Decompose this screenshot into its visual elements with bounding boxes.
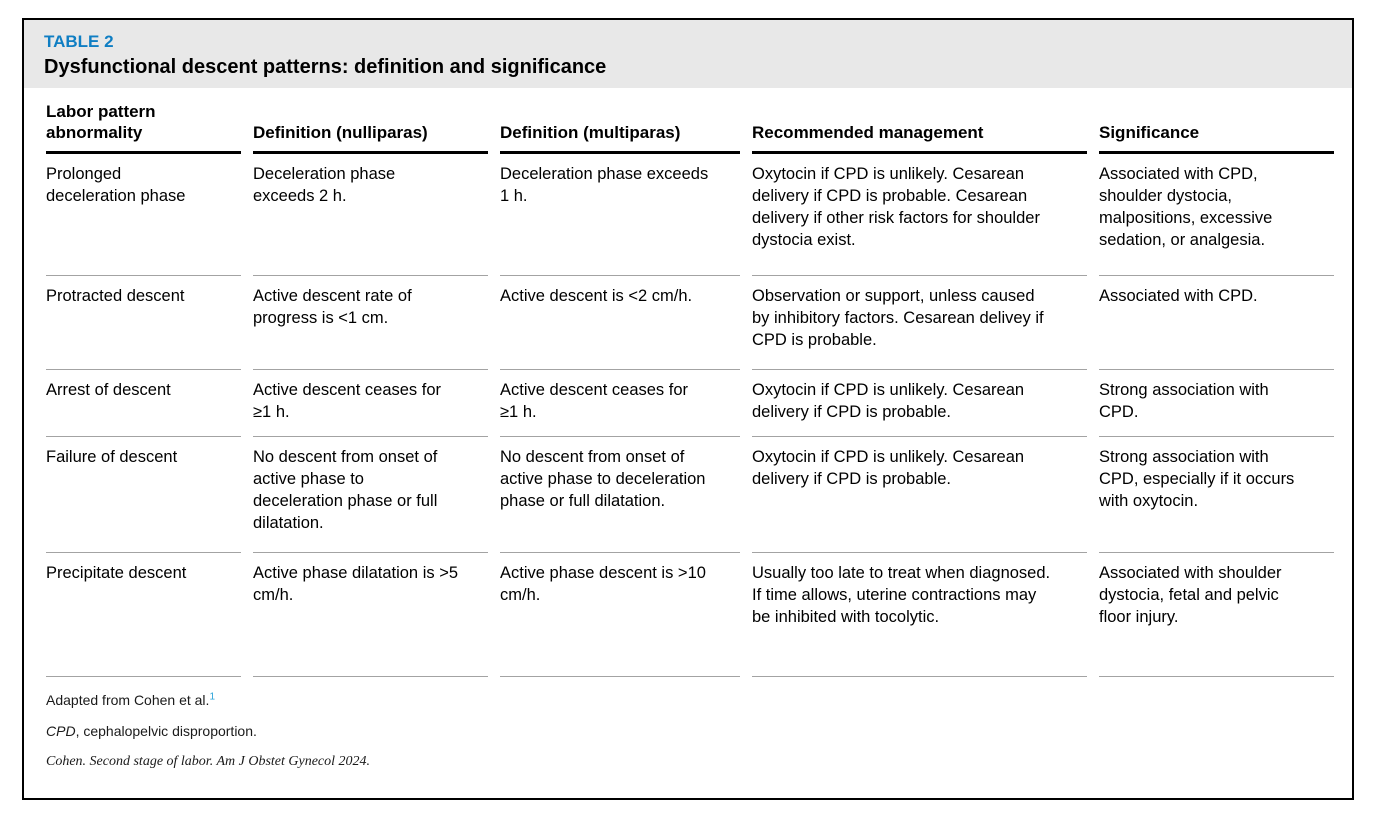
table-cell: No descent from onset of active phase to… <box>500 437 740 553</box>
table-cell: Deceleration phase exceeds 2 h. <box>253 154 488 276</box>
column-header-significance: Significance <box>1099 88 1334 154</box>
table-cell: Active descent is <2 cm/h. <box>500 276 740 370</box>
column-header-row: Labor pattern abnormality Definition (nu… <box>46 88 1334 154</box>
citation-line: Cohen. Second stage of labor. Am J Obste… <box>46 754 371 769</box>
column-header-labor-pattern: Labor pattern abnormality <box>46 88 241 154</box>
table-cell: Protracted descent <box>46 276 241 370</box>
table-cell: Failure of descent <box>46 437 241 553</box>
table-cell: Active phase dilatation is >5 cm/h. <box>253 553 488 677</box>
table-cell: Active descent rate of progress is <1 cm… <box>253 276 488 370</box>
footnote-reference-number[interactable]: 1 <box>209 691 215 703</box>
table-cell: Associated with shoulder dystocia, fetal… <box>1099 553 1334 677</box>
table-label: TABLE 2 <box>44 32 114 51</box>
table-cell: Oxytocin if CPD is unlikely. Cesarean de… <box>752 370 1087 437</box>
table-cell: Observation or support, unless caused by… <box>752 276 1087 370</box>
table-cell: No descent from onset of active phase to… <box>253 437 488 553</box>
descent-patterns-table: Labor pattern abnormality Definition (nu… <box>34 88 1346 677</box>
table-cell: Oxytocin if CPD is unlikely. Cesarean de… <box>752 437 1087 553</box>
table-cell: Strong association with CPD. <box>1099 370 1334 437</box>
table-cell: Active phase descent is >10 cm/h. <box>500 553 740 677</box>
column-header-definition-multiparas: Definition (multiparas) <box>500 88 740 154</box>
footnotes: Adapted from Cohen et al.1 CPD, cephalop… <box>24 677 1352 771</box>
column-header-definition-nulliparas: Definition (nulliparas) <box>253 88 488 154</box>
table-cell: Associated with CPD, shoulder dystocia, … <box>1099 154 1334 276</box>
table-title: Dysfunctional descent patterns: definiti… <box>44 56 607 78</box>
table-cell: Active descent ceases for ≥1 h. <box>253 370 488 437</box>
table-frame: TABLE 2 Dysfunctional descent patterns: … <box>22 18 1354 800</box>
table-cell: Strong association with CPD, especially … <box>1099 437 1334 553</box>
table-cell: Precipitate descent <box>46 553 241 677</box>
table-cell: Oxytocin if CPD is unlikely. Cesarean de… <box>752 154 1087 276</box>
table-cell: Usually too late to treat when diagnosed… <box>752 553 1087 677</box>
table-row: Prolonged deceleration phase Deceleratio… <box>46 154 1334 276</box>
abbreviation-expansion: , cephalopelvic disproportion. <box>75 723 257 739</box>
table-header-band: TABLE 2 Dysfunctional descent patterns: … <box>24 20 1352 88</box>
table-row: Arrest of descent Active descent ceases … <box>46 370 1334 437</box>
table-cell: Active descent ceases for ≥1 h. <box>500 370 740 437</box>
table-row: Precipitate descent Active phase dilatat… <box>46 553 1334 677</box>
table-row: Protracted descent Active descent rate o… <box>46 276 1334 370</box>
table-cell: Prolonged deceleration phase <box>46 154 241 276</box>
abbreviation-term: CPD <box>46 723 76 739</box>
footnote-adapted: Adapted from Cohen et al.1 <box>46 691 1332 709</box>
table-container: Labor pattern abnormality Definition (nu… <box>24 88 1352 677</box>
footnote-adapted-text: Adapted from Cohen et al. <box>46 692 210 708</box>
column-header-recommended-management: Recommended management <box>752 88 1087 154</box>
footnote-abbreviation: CPD, cephalopelvic disproportion. <box>46 722 1332 740</box>
table-row: Failure of descent No descent from onset… <box>46 437 1334 553</box>
table-cell: Associated with CPD. <box>1099 276 1334 370</box>
table-cell: Arrest of descent <box>46 370 241 437</box>
table-cell: Deceleration phase exceeds 1 h. <box>500 154 740 276</box>
